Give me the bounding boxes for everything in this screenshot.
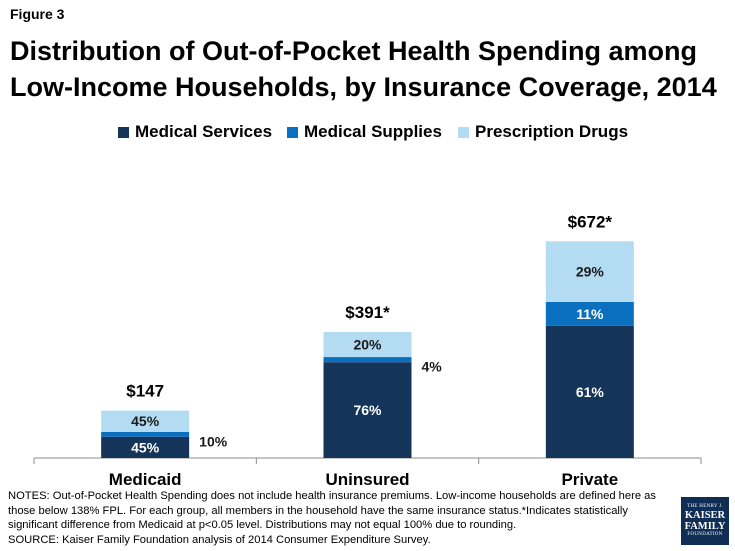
notes-block: NOTES: Out-of-Pocket Health Spending doe… (8, 489, 668, 547)
bar-medical-services-medicaid (101, 436, 190, 458)
logo-line-2: KAISER (684, 510, 726, 521)
data-label-medical-services-uninsured: 76% (353, 402, 382, 418)
bar-medical-supplies-medicaid (101, 431, 190, 437)
bar-medical-supplies-uninsured (323, 357, 412, 363)
data-label-prescription-drugs-private: 29% (576, 264, 605, 280)
data-label-medical-supplies-medicaid: 10% (199, 433, 228, 449)
source-text: SOURCE: Kaiser Family Foundation analysi… (8, 533, 431, 546)
data-label-prescription-drugs-medicaid: 45% (131, 413, 160, 429)
bar-medical-services-uninsured (323, 362, 412, 458)
bar-prescription-drugs-uninsured (323, 331, 412, 358)
legend-item-medical-services: Medical Services (118, 121, 272, 143)
logo-line-1: THE HENRY J. (687, 504, 723, 509)
bar-medical-services-private (545, 325, 634, 458)
legend-label-medical-services: Medical Services (135, 122, 273, 141)
legend-label-prescription-drugs: Prescription Drugs (475, 122, 629, 141)
logo-line-4: FOUNDATION (687, 532, 723, 537)
logo-line-3: FAMILY (684, 521, 726, 532)
legend-item-prescription-drugs: Prescription Drugs (458, 121, 628, 143)
x-tick-label-medicaid: Medicaid (109, 470, 182, 489)
data-label-medical-services-medicaid: 45% (131, 439, 160, 455)
total-label-uninsured: $391* (345, 303, 390, 322)
legend-label-medical-supplies: Medical Supplies (304, 122, 442, 141)
bar-medical-supplies-private (545, 301, 634, 326)
x-tick-label-uninsured: Uninsured (325, 470, 409, 489)
data-label-prescription-drugs-uninsured: 20% (353, 336, 382, 352)
data-label-medical-services-private: 61% (576, 384, 605, 400)
legend-item-medical-supplies: Medical Supplies (287, 121, 442, 143)
bar-prescription-drugs-medicaid (101, 410, 190, 432)
figure-label: Figure 3 (10, 6, 65, 22)
x-tick-label-private: Private (561, 470, 618, 489)
total-label-medicaid: $147 (126, 382, 164, 401)
legend-swatch-medical-supplies (287, 126, 298, 138)
legend-swatch-prescription-drugs (458, 126, 469, 138)
legend: Medical Services Medical Supplies Prescr… (0, 121, 735, 143)
kaiser-logo: THE HENRY J. KAISER FAMILY FOUNDATION (681, 497, 729, 545)
total-label-private: $672* (568, 212, 613, 231)
notes-text: NOTES: Out-of-Pocket Health Spending doe… (8, 490, 656, 531)
data-label-medical-supplies-private: 11% (576, 306, 604, 322)
bar-prescription-drugs-private (545, 241, 634, 302)
data-label-medical-supplies-uninsured: 4% (422, 359, 443, 375)
legend-swatch-medical-services (118, 126, 129, 138)
chart-title: Distribution of Out-of-Pocket Health Spe… (10, 36, 717, 102)
